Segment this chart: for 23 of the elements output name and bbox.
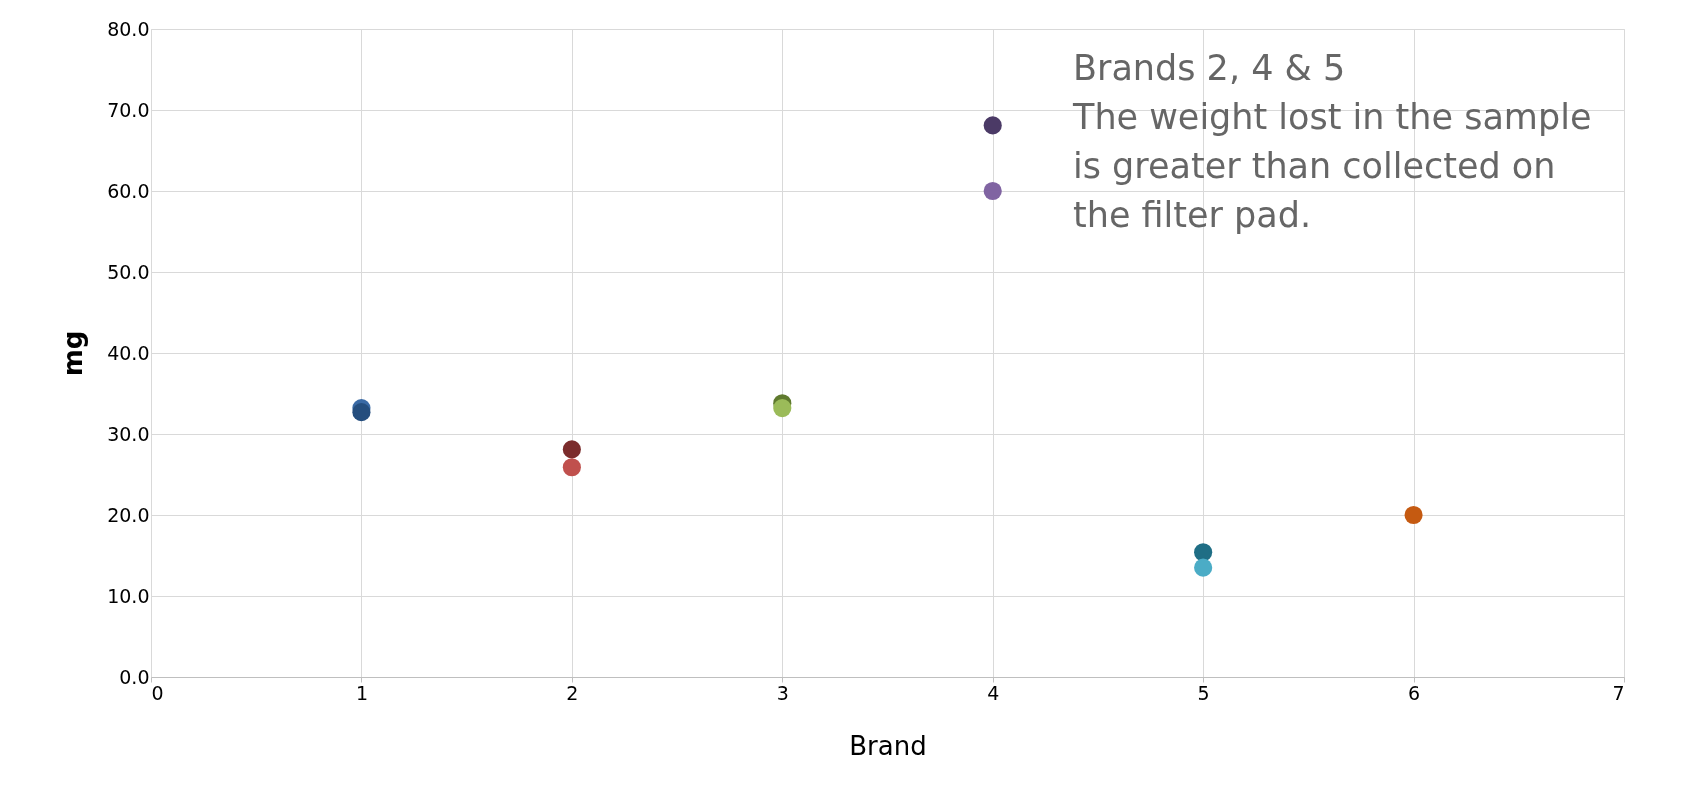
x-tick-label: 2 [566, 681, 579, 704]
y-tick-label: 10.0 [107, 584, 150, 607]
y-tick-label: 20.0 [107, 503, 150, 526]
y-tick-label: 70.0 [107, 98, 150, 121]
x-tick-label: 0 [151, 681, 164, 704]
y-tick-label: 50.0 [107, 260, 150, 283]
x-tick-label: 3 [776, 681, 789, 704]
y-tick-label: 60.0 [107, 179, 150, 202]
x-tick-label: 6 [1408, 681, 1421, 704]
y-tick-label: 80.0 [107, 17, 150, 40]
x-tick-label: 1 [355, 681, 368, 704]
x-tick-label: 7 [1612, 681, 1625, 704]
annotation: is greater than collected on [1073, 146, 1556, 186]
x-tick-label: 5 [1197, 681, 1210, 704]
x-axis-title: Brand [849, 730, 927, 761]
y-tick-label: 30.0 [107, 422, 150, 445]
y-axis-title: mg [58, 330, 89, 377]
y-tick-label: 40.0 [107, 341, 150, 364]
annotation: The weight lost in the sample [1072, 97, 1592, 137]
x-tick-label: 4 [987, 681, 1000, 704]
annotation: the filter pad. [1073, 195, 1312, 235]
annotation: Brands 2, 4 & 5 [1073, 48, 1346, 88]
y-tick-label: 0.0 [119, 665, 150, 688]
